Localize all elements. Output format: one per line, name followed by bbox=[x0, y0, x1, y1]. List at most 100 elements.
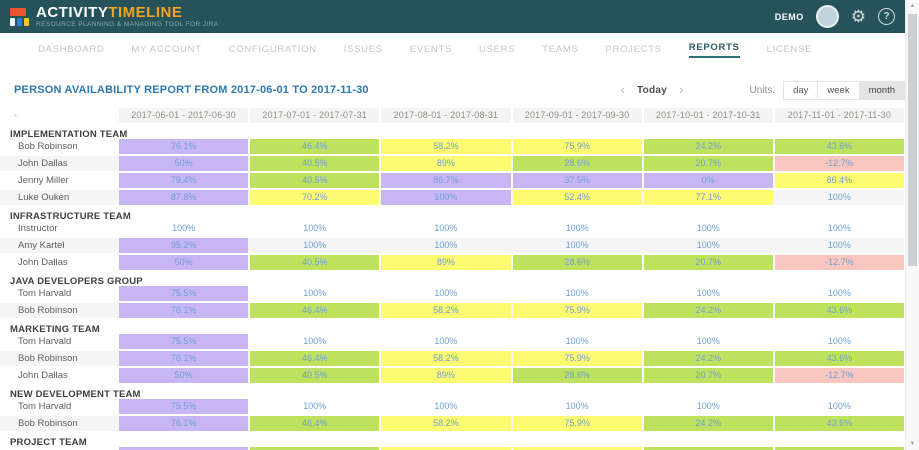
availability-cell: 100% bbox=[827, 401, 851, 411]
availability-cell: 75.9% bbox=[512, 139, 642, 154]
availability-cell: 100% bbox=[303, 401, 327, 411]
availability-cell: 79.4% bbox=[119, 173, 249, 188]
table-row: Bob Robinson 76.1% 46.4% 58.2% 75.9% 24.2% 43.… bbox=[0, 416, 904, 431]
table-row: Amy Kartel 95.2% 100% 100% 100% 100% 100% bbox=[0, 238, 904, 253]
next-period-button[interactable]: › bbox=[679, 82, 684, 97]
nav-configuration[interactable]: CONFIGURATION bbox=[228, 44, 317, 55]
person-name: Tom Harvald bbox=[18, 401, 72, 412]
availability-cell: 100% bbox=[434, 336, 458, 346]
vertical-scrollbar[interactable]: ▲ ▼ bbox=[905, 0, 919, 450]
availability-cell: 43.6% bbox=[774, 416, 904, 431]
availability-cell: 100% bbox=[565, 336, 589, 346]
nav-projects[interactable]: PROJECTS bbox=[605, 44, 662, 55]
availability-cell: 100% bbox=[827, 192, 851, 202]
availability-cell: 100% bbox=[565, 240, 589, 250]
availability-cell: 76.1% bbox=[119, 351, 249, 366]
table-row: Bob Robinson 76.1% 46.4% 58.2% 75.9% 24.2% 43.… bbox=[0, 351, 904, 366]
availability-cell: 40.5% bbox=[250, 368, 380, 383]
column-header: 2017-08-01 - 2017-08-31 bbox=[381, 108, 511, 123]
availability-cell: 100% bbox=[303, 240, 327, 250]
availability-cell: 40.5% bbox=[250, 173, 380, 188]
unit-month-button[interactable]: month bbox=[859, 80, 905, 100]
availability-cell: 89% bbox=[381, 255, 511, 270]
availability-cell: 24.2% bbox=[643, 351, 773, 366]
availability-cell: 100% bbox=[696, 401, 720, 411]
gear-icon[interactable]: ⚙ bbox=[850, 7, 866, 26]
availability-cell: 70.2% bbox=[250, 190, 380, 205]
availability-cell: 46.4% bbox=[250, 351, 380, 366]
availability-cell: 46.4% bbox=[250, 139, 380, 154]
column-header: 2017-11-01 - 2017-11-30 bbox=[774, 108, 904, 123]
nav-issues[interactable]: ISSUES bbox=[343, 44, 383, 55]
availability-cell: 100% bbox=[303, 223, 327, 233]
person-name: Jenny Miller bbox=[18, 175, 69, 186]
availability-cell: 75.5% bbox=[119, 286, 249, 301]
scrollbar-thumb[interactable] bbox=[908, 14, 917, 266]
availability-cell: 100% bbox=[827, 288, 851, 298]
availability-cell: 100% bbox=[565, 401, 589, 411]
availability-cell: 75.9% bbox=[512, 303, 642, 318]
availability-cell: 52.4% bbox=[512, 190, 642, 205]
logo-subtitle: RESOURCE PLANNING & MANAGING TOOL FOR JI… bbox=[36, 21, 219, 28]
top-header: ACTIVITYTIMELINE RESOURCE PLANNING & MAN… bbox=[0, 0, 919, 33]
person-name: Bob Robinson bbox=[18, 141, 78, 152]
table-row: Jenny Miller 79.4% 40.5% 86.7% 37.5% 0% 86.4% bbox=[0, 173, 904, 188]
person-name: John Dallas bbox=[18, 370, 68, 381]
scrollbar-down-arrow[interactable]: ▼ bbox=[909, 441, 916, 447]
app-logo[interactable]: ACTIVITYTIMELINE RESOURCE PLANNING & MAN… bbox=[10, 5, 218, 28]
main-nav: DASHBOARD MY ACCOUNT CONFIGURATION ISSUES EV… bbox=[0, 33, 919, 63]
availability-cell: 37.5% bbox=[512, 173, 642, 188]
availability-cell: 100% bbox=[827, 240, 851, 250]
avatar[interactable] bbox=[815, 5, 839, 28]
availability-cell bbox=[512, 447, 642, 450]
availability-cell: 0% bbox=[643, 173, 773, 188]
today-button[interactable]: Today bbox=[636, 84, 668, 96]
person-name: Tom Harvald bbox=[18, 288, 72, 299]
availability-cell: 95.2% bbox=[119, 238, 249, 253]
availability-cell: 76.1% bbox=[119, 303, 249, 318]
nav-license[interactable]: LICENSE bbox=[766, 44, 813, 55]
nav-events[interactable]: EVENTS bbox=[409, 44, 453, 55]
availability-cell: 20.7% bbox=[643, 255, 773, 270]
availability-cell: 75.5% bbox=[119, 334, 249, 349]
team-header: NEW DEVELOPMENT TEAM bbox=[0, 385, 904, 400]
unit-day-button[interactable]: day bbox=[783, 80, 819, 100]
availability-cell: 40.5% bbox=[250, 255, 380, 270]
availability-cell: 58.2% bbox=[381, 139, 511, 154]
nav-teams[interactable]: TEAMS bbox=[542, 44, 579, 55]
availability-cell: 43.6% bbox=[774, 351, 904, 366]
nav-dashboard[interactable]: DASHBOARD bbox=[38, 44, 105, 55]
availability-cell: 40.5% bbox=[250, 156, 380, 171]
nav-reports[interactable]: REPORTS bbox=[688, 42, 740, 58]
nav-my-account[interactable]: MY ACCOUNT bbox=[131, 44, 202, 55]
availability-cell: 75.9% bbox=[512, 351, 642, 366]
availability-cell: 20.7% bbox=[643, 368, 773, 383]
help-icon[interactable]: ? bbox=[878, 8, 895, 25]
availability-cell: 75.5% bbox=[119, 399, 249, 414]
availability-cell: 76.1% bbox=[119, 139, 249, 154]
availability-cell: 46.4% bbox=[250, 416, 380, 431]
person-name: John Dallas bbox=[18, 158, 68, 169]
column-header: 2017-09-01 - 2017-09-30 bbox=[512, 108, 642, 123]
prev-period-button[interactable]: ‹ bbox=[620, 82, 625, 97]
team-header: JAVA DEVELOPERS GROUP bbox=[0, 272, 904, 287]
availability-cell: 58.2% bbox=[381, 416, 511, 431]
availability-cell: 100% bbox=[696, 336, 720, 346]
person-name: Bob Robinson bbox=[18, 418, 78, 429]
scrollbar-up-arrow[interactable]: ▲ bbox=[909, 3, 916, 9]
unit-week-button[interactable]: week bbox=[818, 80, 860, 100]
nav-users[interactable]: USERS bbox=[479, 44, 516, 55]
availability-cell: 77.1% bbox=[643, 190, 773, 205]
column-header: 2017-06-01 - 2017-06-30 bbox=[119, 108, 249, 123]
availability-cell bbox=[250, 447, 380, 450]
availability-cell: 100% bbox=[303, 288, 327, 298]
availability-cell: 24.2% bbox=[643, 139, 773, 154]
table-row: John Dallas 50% 40.5% 89% 28.6% 20.7% -12.7% bbox=[0, 255, 904, 270]
column-header: 2017-07-01 - 2017-07-31 bbox=[250, 108, 380, 123]
table-row bbox=[0, 447, 904, 450]
availability-cell: 100% bbox=[565, 223, 589, 233]
availability-cell: 89% bbox=[381, 368, 511, 383]
team-header: IMPLEMENTATION TEAM bbox=[0, 125, 904, 140]
person-name: Bob Robinson bbox=[18, 305, 78, 316]
availability-cell bbox=[119, 447, 249, 450]
